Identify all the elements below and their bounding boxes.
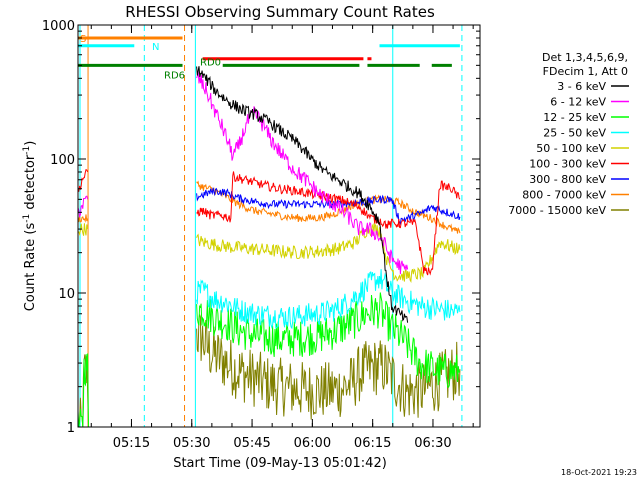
flag-label-n: N	[152, 42, 159, 53]
y-tick-label-3: 1000	[42, 19, 75, 34]
series-0-segment-1	[196, 314, 461, 420]
y-axis-label-part2: detector	[23, 154, 38, 214]
x-tick-label-5: 06:30	[414, 436, 451, 451]
series-1-segment-1	[196, 292, 461, 388]
x-tick-label-0: 05:15	[113, 436, 150, 451]
series-5-segment-0	[196, 187, 461, 226]
axis-ticks: 05:15 05:30 05:45 06:00 06:15 06:30 1 10 100 1000	[42, 19, 480, 451]
x-tick-label-1: 05:30	[173, 436, 210, 451]
plot-frame	[77, 24, 481, 428]
series-3-segment-0	[77, 223, 89, 237]
legend-label-0: 3 - 6 keV	[557, 80, 606, 93]
flag-label-rd0: RD0	[200, 58, 221, 69]
y-axis-label-sup1: -1	[22, 214, 32, 223]
series-1-segment-0	[77, 353, 89, 428]
series-4-segment-1	[196, 180, 461, 234]
y-tick-label-2: 100	[50, 153, 75, 168]
series-3-segment-1	[196, 222, 461, 283]
series-7-segment-1	[196, 71, 409, 275]
legend-label-4: 50 - 100 keV	[536, 142, 606, 155]
x-axis-label: Start Time (09-May-13 05:01:42)	[173, 456, 387, 471]
y-axis-label-part3: )	[23, 141, 38, 146]
flag-bars: S N RD0 RD6	[78, 34, 460, 81]
date-stamp: 18-Oct-2021 19:23	[561, 468, 637, 477]
legend-label-6: 300 - 800 keV	[529, 173, 606, 186]
flag-label-rd6: RD6	[164, 70, 185, 81]
legend-label-3: 25 - 50 keV	[543, 127, 606, 140]
series-2-segment-0	[196, 269, 461, 330]
legend-label-8: 7000 - 15000 keV	[508, 204, 606, 217]
legend-header-0: Det 1,3,4,5,6,9,	[542, 51, 628, 64]
y-axis-label-sup2: -1	[22, 146, 32, 155]
x-tick-label-4: 06:15	[354, 436, 391, 451]
y-axis-label: Count Rate (s-1 detector-1)	[22, 141, 38, 312]
chart-title: RHESSI Observing Summary Count Rates	[125, 3, 435, 21]
legend-header-1: FDecim 1, Att 0	[543, 65, 628, 78]
legend-label-7: 800 - 7000 keV	[522, 189, 606, 202]
series-7-segment-0	[77, 195, 89, 218]
series-8-segment-0	[196, 66, 409, 323]
x-tick-label-3: 06:00	[294, 436, 331, 451]
legend-label-5: 100 - 300 keV	[529, 158, 606, 171]
x-tick-label-2: 05:45	[233, 436, 270, 451]
plot-data-layer	[77, 25, 463, 428]
y-tick-label-1: 10	[58, 287, 75, 302]
legend: Det 1,3,4,5,6,9,FDecim 1, Att 0 3 - 6 keV…	[508, 51, 629, 217]
y-axis-label-part1: Count Rate (s	[23, 223, 38, 312]
legend-label-1: 6 - 12 keV	[550, 96, 606, 109]
series-6-segment-0	[77, 169, 89, 192]
legend-label-2: 12 - 25 keV	[543, 111, 606, 124]
flag-label-s: S	[80, 34, 86, 45]
y-tick-label-0: 1	[67, 421, 75, 436]
